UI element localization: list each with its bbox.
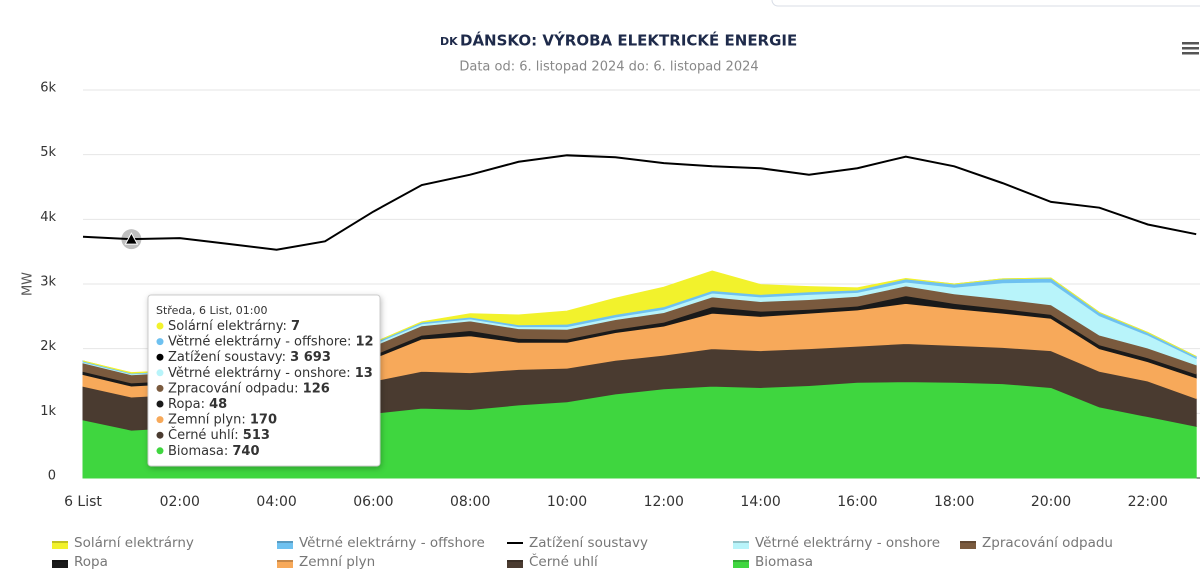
hover-marker	[124, 232, 139, 245]
tooltip-label: Větrné elektrárny - offshore	[168, 334, 347, 349]
x-tick-label: 12:00	[644, 494, 684, 510]
tooltip-sep: :	[294, 381, 303, 396]
tooltip-dot	[156, 416, 164, 424]
tooltip-item: Biomasa: 740	[168, 443, 260, 458]
tooltip-value: 513	[243, 428, 270, 443]
y-tick-label: 4k	[40, 210, 56, 225]
tooltip-sep: :	[282, 350, 291, 365]
legend-label: Biomasa	[755, 554, 813, 570]
tooltip-item: Solární elektrárny: 7	[168, 319, 300, 334]
legend-label: Větrné elektrárny - onshore	[755, 535, 940, 551]
x-tick-label: 06:00	[353, 494, 393, 510]
chart-title: DÁNSKO: VÝROBA ELEKTRICKÉ ENERGIE	[460, 31, 797, 50]
legend-swatch	[52, 542, 68, 549]
legend-label: Ropa	[74, 554, 108, 570]
tooltip-sep: :	[234, 428, 243, 443]
x-tick-label: 02:00	[160, 494, 200, 510]
legend-swatch	[277, 542, 293, 549]
menu-icon[interactable]	[1182, 42, 1199, 55]
tooltip-sep: :	[224, 443, 233, 458]
legend-swatch	[52, 561, 68, 568]
country-code: DK	[440, 35, 458, 48]
x-tick-label: 04:00	[256, 494, 296, 510]
x-tick-label: 14:00	[740, 494, 780, 510]
tooltip-box	[147, 294, 381, 467]
y-tick-label: 5k	[40, 145, 56, 160]
tooltip-item: Větrné elektrárny - onshore: 13	[168, 365, 373, 380]
y-tick-label: 6k	[40, 81, 56, 96]
chart-subtitle: Data od: 6. listopad 2024 do: 6. listopa…	[459, 60, 758, 75]
legend-label: Zpracování odpadu	[982, 535, 1113, 551]
legend-swatch	[733, 561, 749, 568]
tooltip-value: 13	[355, 365, 373, 380]
tooltip-dot	[156, 353, 164, 361]
tooltip-value: 7	[291, 319, 300, 334]
tooltip-dot	[156, 400, 164, 408]
legend-label: Zatížení soustavy	[529, 535, 648, 551]
tooltip-value: 3 693	[290, 350, 331, 365]
tooltip-item: Větrné elektrárny - offshore: 12	[168, 334, 374, 349]
x-tick-label: 22:00	[1128, 494, 1168, 510]
legend-label: Větrné elektrárny - offshore	[299, 535, 485, 551]
tooltip-sep: :	[347, 334, 356, 349]
tooltip-label: Černé uhlí	[168, 427, 235, 443]
y-tick-label: 1k	[40, 404, 56, 419]
tooltip-dot	[156, 369, 164, 377]
y-axis-label: MW	[21, 272, 36, 296]
tooltip-value: 740	[232, 443, 259, 458]
tooltip-value: 170	[250, 412, 277, 427]
tooltip-dot	[156, 384, 164, 392]
tooltip-sep: :	[346, 365, 355, 380]
y-tick-label: 0	[48, 469, 56, 484]
legend-label: Černé uhlí	[529, 552, 599, 570]
legend-label: Zemní plyn	[299, 554, 375, 570]
tooltip: Středa, 6 List, 01:00 Solární elektrárny:…	[147, 294, 381, 467]
tooltip-title: Středa, 6 List, 01:00	[156, 304, 267, 317]
tooltip-label: Zpracování odpadu	[168, 381, 294, 396]
legend-swatch	[960, 542, 976, 549]
legend-swatch	[733, 542, 749, 549]
tooltip-item: Zemní plyn: 170	[168, 412, 277, 427]
tooltip-label: Biomasa	[168, 443, 224, 458]
tooltip-sep: :	[241, 412, 250, 427]
tooltip-dot	[156, 322, 164, 330]
line	[82, 154, 1197, 251]
tooltip-label: Zemní plyn	[168, 412, 241, 427]
tooltip-value: 12	[355, 334, 373, 349]
tooltip-item: Ropa: 48	[168, 397, 227, 412]
tooltip-label: Ropa	[168, 397, 201, 412]
tooltip-value: 48	[209, 397, 227, 412]
tooltip-dot	[156, 431, 164, 439]
x-tick-label: 20:00	[1031, 494, 1071, 510]
y-tick-label: 3k	[40, 275, 56, 290]
tooltip-dot	[156, 447, 164, 455]
tooltip-item: Černé uhlí: 513	[168, 427, 270, 443]
legend-label: Solární elektrárny	[74, 535, 194, 551]
tooltip-item: Zatížení soustavy: 3 693	[168, 350, 331, 365]
legend-swatch	[277, 561, 293, 568]
tooltip-sep: :	[201, 397, 210, 412]
x-tick-label: 16:00	[837, 494, 877, 510]
tooltip-sep: :	[283, 319, 292, 334]
x-tick-label: 18:00	[934, 494, 974, 510]
legend-swatch	[507, 561, 523, 568]
tooltip-label: Solární elektrárny	[168, 319, 284, 334]
x-tick-label: 10:00	[547, 494, 587, 510]
tooltip-dot	[156, 338, 164, 346]
tooltip-label: Zatížení soustavy	[168, 350, 283, 365]
search-box[interactable]	[771, 0, 1200, 7]
x-tick-label: 08:00	[450, 494, 490, 510]
tooltip-label: Větrné elektrárny - onshore	[168, 365, 346, 380]
y-tick-label: 2k	[40, 339, 56, 354]
tooltip-value: 126	[303, 381, 330, 396]
tooltip-item: Zpracování odpadu: 126	[168, 381, 330, 396]
x-tick-label: 6 List	[64, 494, 102, 510]
